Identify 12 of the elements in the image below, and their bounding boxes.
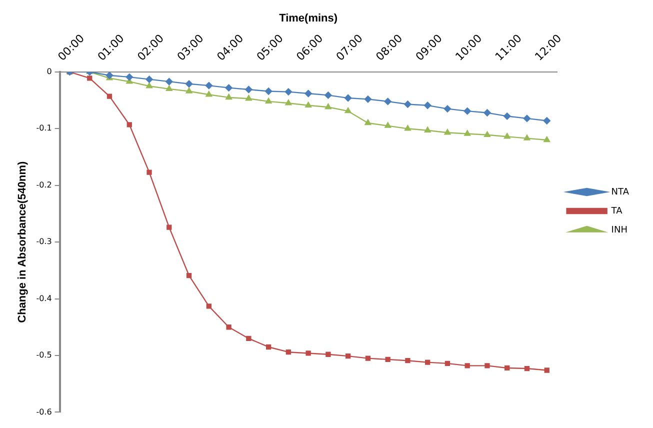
y-tick-label: -0.3 bbox=[36, 237, 52, 246]
legend-label: NTA bbox=[611, 187, 630, 198]
y-tick-label: 0 bbox=[46, 67, 52, 76]
y-tick-label: -0.1 bbox=[36, 124, 52, 133]
y-axis-title: Change in Absorbance(540nm) bbox=[16, 160, 29, 323]
y-tick-label: -0.5 bbox=[36, 350, 52, 360]
y-tick-label: -0.4 bbox=[36, 294, 52, 303]
legend-label: TA bbox=[610, 206, 624, 216]
legend-label: INH bbox=[611, 225, 628, 236]
y-tick-label: -0.6 bbox=[36, 407, 52, 416]
x-axis-title: Time(mins) bbox=[279, 12, 338, 25]
y-tick-label: -0.2 bbox=[36, 180, 52, 190]
